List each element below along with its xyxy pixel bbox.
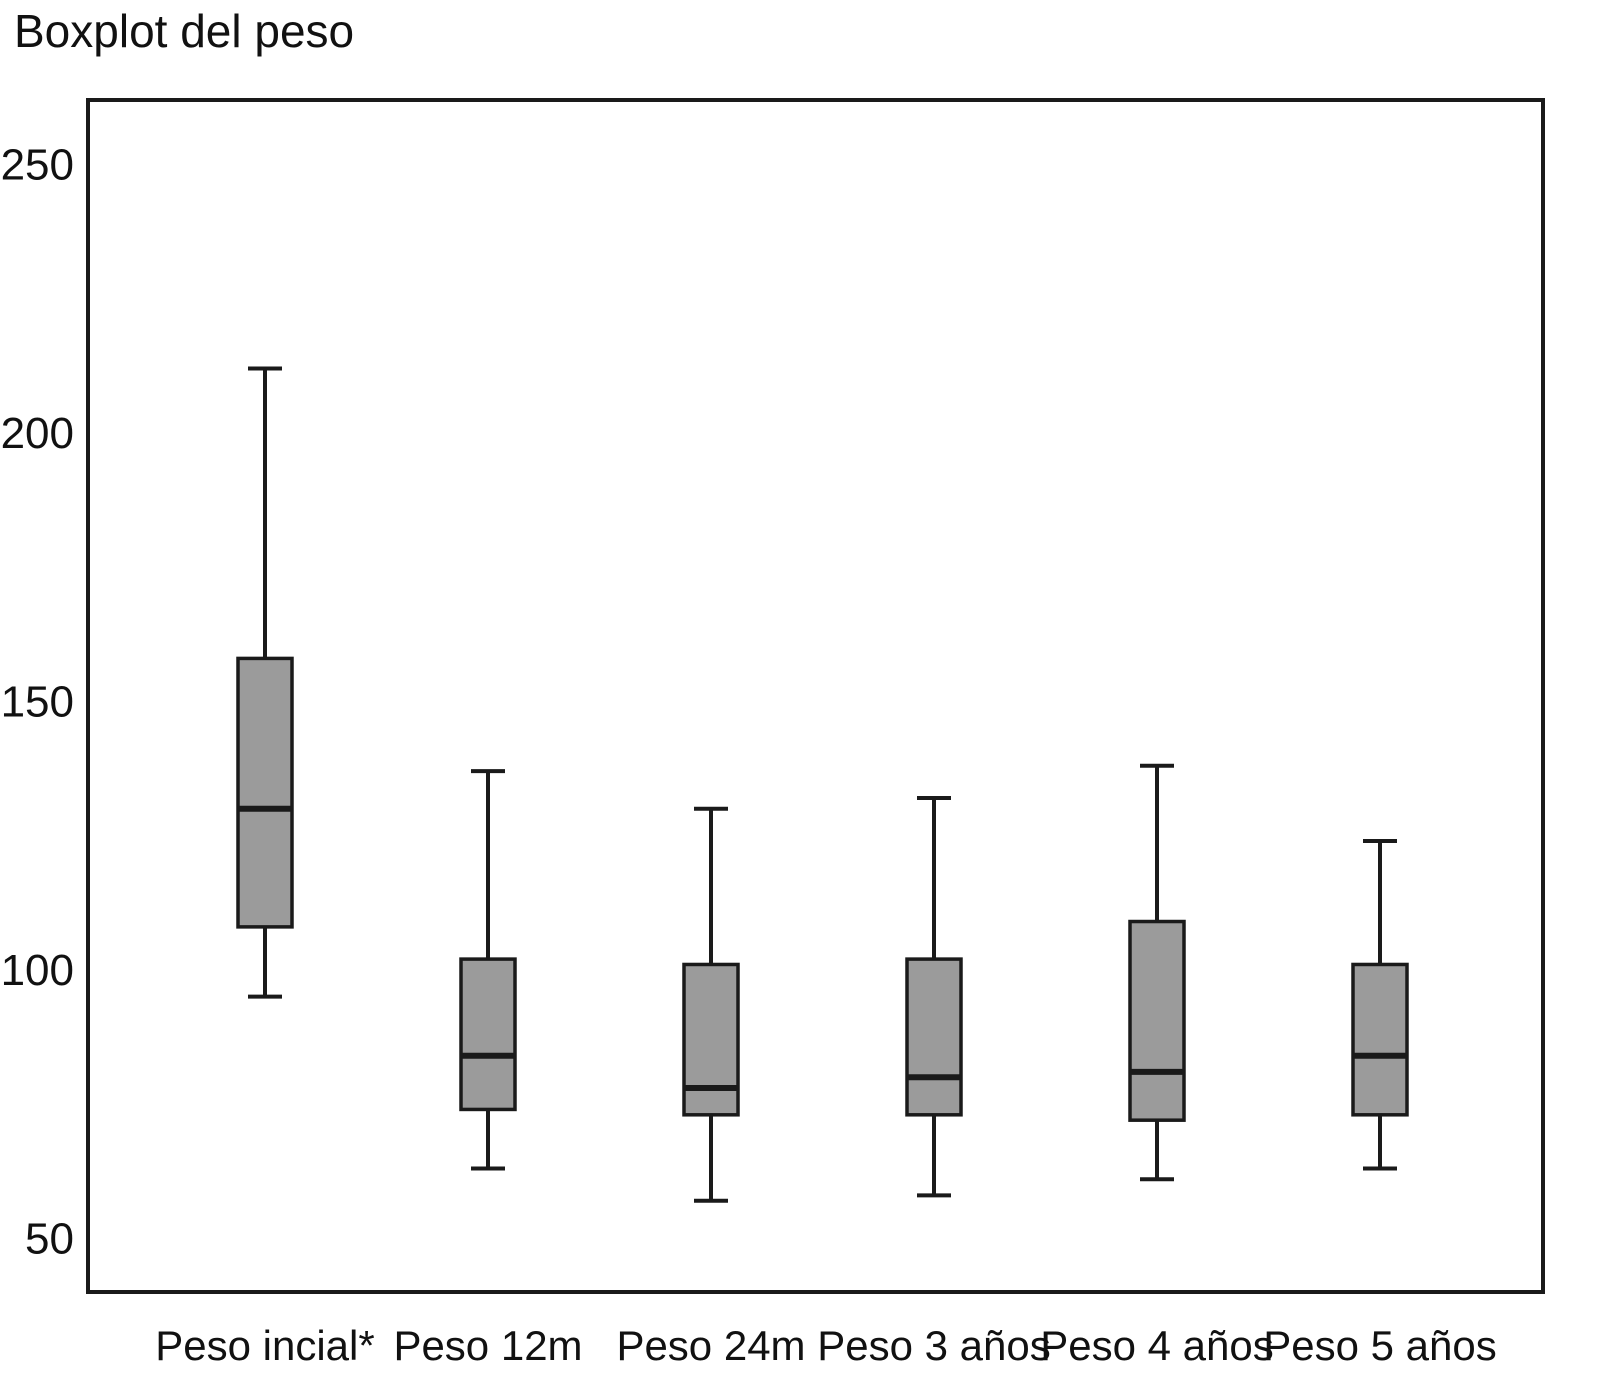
- boxplot-group: Peso 5 años: [1263, 838, 1497, 1369]
- boxplot-group: Peso 3 años: [817, 796, 1051, 1369]
- iqr-box: [1128, 919, 1186, 1122]
- x-category-label: Peso 24m: [616, 1322, 805, 1369]
- x-category-label: Peso 4 años: [1040, 1322, 1274, 1369]
- y-tick-label: 250: [1, 140, 74, 189]
- y-tick-label: 100: [1, 946, 74, 995]
- iqr-box: [459, 957, 517, 1112]
- boxplot-group: Peso incial*: [155, 366, 375, 1369]
- y-tick-label: 50: [25, 1214, 74, 1263]
- x-category-label: Peso 12m: [393, 1322, 582, 1369]
- x-category-label: Peso incial*: [155, 1322, 374, 1369]
- x-category-label: Peso 3 años: [817, 1322, 1051, 1369]
- y-tick-label: 200: [1, 409, 74, 458]
- boxplot-group: Peso 12m: [393, 769, 583, 1369]
- iqr-box: [1351, 962, 1409, 1117]
- chart-title: Boxplot del peso: [14, 5, 355, 57]
- x-category-label: Peso 5 años: [1263, 1322, 1497, 1369]
- plot-border: [86, 98, 1545, 1294]
- iqr-box: [905, 957, 963, 1117]
- boxplot-group: Peso 4 años: [1040, 763, 1274, 1369]
- y-tick-label: 150: [1, 677, 74, 726]
- boxplot-group: Peso 24m: [616, 806, 806, 1369]
- iqr-box: [682, 962, 740, 1117]
- iqr-box: [236, 656, 294, 929]
